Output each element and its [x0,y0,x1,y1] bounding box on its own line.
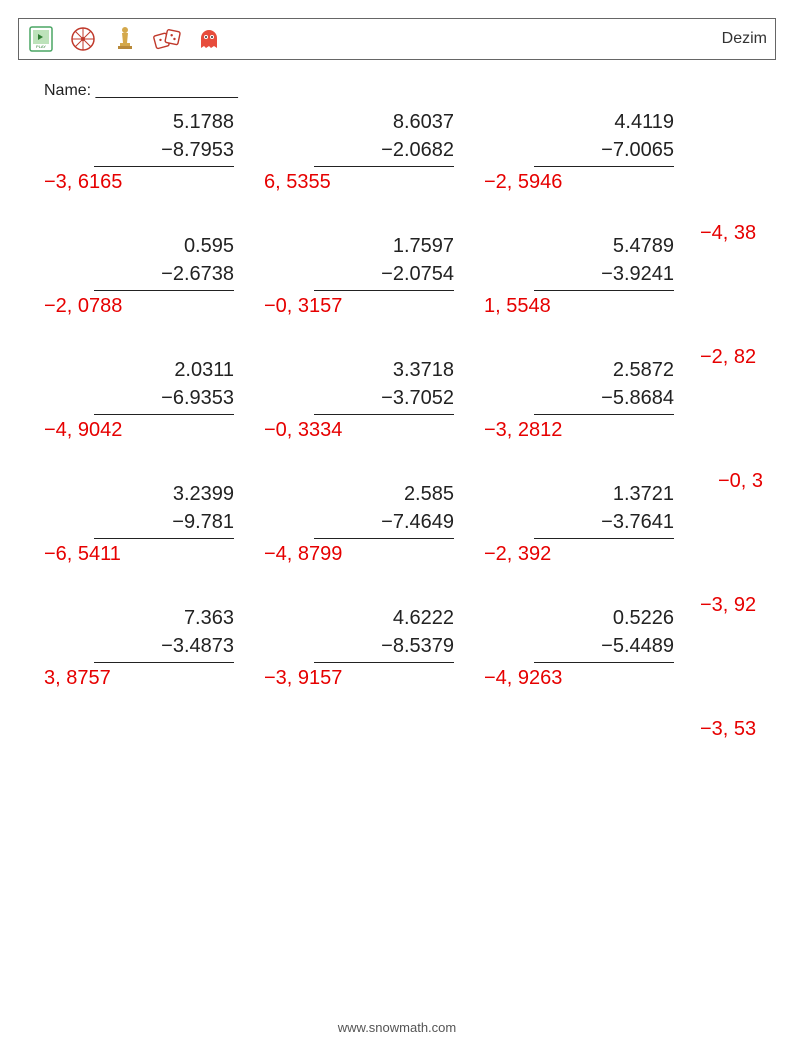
problem: 7.363−3.4873 3, 8757 [40,604,260,690]
name-blank: ________________ [96,82,238,99]
answer: −3, 6165 [44,171,260,194]
header-icons: PLAY [27,25,223,53]
minuend: 7.363 [94,604,234,632]
problem: 0.5226−5.4489 −4, 9263 [480,604,700,690]
problem: 1.3721−3.7641 −2, 392 [480,480,700,566]
play-icon: PLAY [27,25,55,53]
chess-icon [111,25,139,53]
answer: −4, 9263 [484,667,700,690]
problem-numbers: 0.5226−5.4489 [534,604,674,663]
problem-row: 0.595−2.6738 −2, 0788 1.7597−2.0754 −0, 315… [40,232,794,318]
svg-text:PLAY: PLAY [36,44,46,49]
minuend: 3.2399 [94,480,234,508]
answer: −0, 3334 [264,419,480,442]
dice-icon [153,25,181,53]
answer: −2, 5946 [484,171,700,194]
problem: 4.4119−7.0065 −2, 5946 [480,108,700,194]
answer: −0, 3157 [264,295,480,318]
problem-numbers: 4.6222−8.5379 [314,604,454,663]
problem-numbers: 1.3721−3.7641 [534,480,674,539]
problem-row: 7.363−3.4873 3, 8757 4.6222−8.5379 −3, 9157… [40,604,794,690]
problem: 5.4789−3.9241 1, 5548 [480,232,700,318]
minuend: 4.4119 [534,108,674,136]
problem-numbers: 2.585−7.4649 [314,480,454,539]
answer: −3, 2812 [484,419,700,442]
problem-row: 2.0311−6.9353 −4, 9042 3.3718−3.7052 −0, 33… [40,356,794,442]
problem-numbers: 2.5872−5.8684 [534,356,674,415]
minuend: 2.0311 [94,356,234,384]
minuend: 0.5226 [534,604,674,632]
answer: −3, 9157 [264,667,480,690]
problem: 0.595−2.6738 −2, 0788 [40,232,260,318]
subtrahend: −2.0682 [314,136,454,167]
problem-numbers: 0.595−2.6738 [94,232,234,291]
name-label-row: Name: ________________ [44,82,794,100]
problems-grid: 5.1788−8.7953 −3, 6165 8.6037−2.0682 6, 535… [40,108,794,690]
subtrahend: −5.4489 [534,632,674,663]
problem: 5.1788−8.7953 −3, 6165 [40,108,260,194]
problem: 8.6037−2.0682 6, 5355 [260,108,480,194]
header-title: Dezim [722,30,767,48]
subtrahend: −2.0754 [314,260,454,291]
problem: 1.7597−2.0754 −0, 3157 [260,232,480,318]
answer: −6, 5411 [44,543,260,566]
minuend: 1.3721 [534,480,674,508]
problem-numbers: 7.363−3.4873 [94,604,234,663]
overflow-answer: −3, 53 [700,718,756,741]
footer: www.snowmath.com [0,1020,794,1035]
subtrahend: −6.9353 [94,384,234,415]
subtrahend: −7.4649 [314,508,454,539]
name-label: Name: [44,82,91,99]
problem-numbers: 5.4789−3.9241 [534,232,674,291]
subtrahend: −3.9241 [534,260,674,291]
subtrahend: −5.8684 [534,384,674,415]
problem: 3.3718−3.7052 −0, 3334 [260,356,480,442]
problem: 4.6222−8.5379 −3, 9157 [260,604,480,690]
problem-row: 3.2399−9.781 −6, 5411 2.585−7.4649 −4, 8799… [40,480,794,566]
problem-numbers: 5.1788−8.7953 [94,108,234,167]
subtrahend: −9.781 [94,508,234,539]
problem: 2.585−7.4649 −4, 8799 [260,480,480,566]
problem-numbers: 3.3718−3.7052 [314,356,454,415]
answer: −2, 0788 [44,295,260,318]
subtrahend: −3.7641 [534,508,674,539]
minuend: 3.3718 [314,356,454,384]
overflow-answer: −2, 82 [700,346,756,369]
subtrahend: −2.6738 [94,260,234,291]
subtrahend: −7.0065 [534,136,674,167]
subtrahend: −8.5379 [314,632,454,663]
header-bar: PLAY [18,18,776,60]
problem-numbers: 1.7597−2.0754 [314,232,454,291]
wheel-icon [69,25,97,53]
problem: 3.2399−9.781 −6, 5411 [40,480,260,566]
minuend: 4.6222 [314,604,454,632]
minuend: 5.1788 [94,108,234,136]
problem: 2.5872−5.8684 −3, 2812 [480,356,700,442]
minuend: 2.5872 [534,356,674,384]
overflow-answer: −0, 3 [718,470,763,493]
minuend: 8.6037 [314,108,454,136]
problem-numbers: 3.2399−9.781 [94,480,234,539]
subtrahend: −8.7953 [94,136,234,167]
answer: 1, 5548 [484,295,700,318]
subtrahend: −3.7052 [314,384,454,415]
problem-numbers: 4.4119−7.0065 [534,108,674,167]
subtrahend: −3.4873 [94,632,234,663]
overflow-answer: −3, 92 [700,594,756,617]
minuend: 0.595 [94,232,234,260]
answer: 6, 5355 [264,171,480,194]
problem-numbers: 8.6037−2.0682 [314,108,454,167]
minuend: 1.7597 [314,232,454,260]
overflow-answer: −4, 38 [700,222,756,245]
answer: 3, 8757 [44,667,260,690]
problem-row: 5.1788−8.7953 −3, 6165 8.6037−2.0682 6, 535… [40,108,794,194]
problem-numbers: 2.0311−6.9353 [94,356,234,415]
minuend: 5.4789 [534,232,674,260]
problem: 2.0311−6.9353 −4, 9042 [40,356,260,442]
answer: −4, 9042 [44,419,260,442]
answer: −2, 392 [484,543,700,566]
minuend: 2.585 [314,480,454,508]
ghost-icon [195,25,223,53]
answer: −4, 8799 [264,543,480,566]
